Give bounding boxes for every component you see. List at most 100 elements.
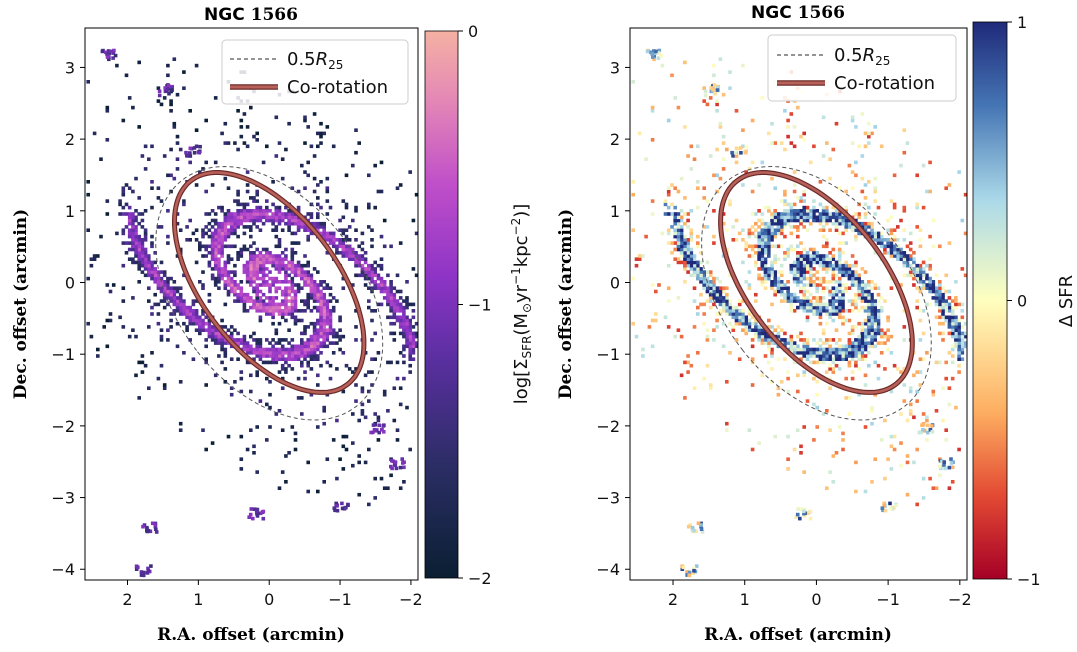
sfr-pixel [867,305,871,310]
sfr-pixel [857,280,861,284]
sfr-pixel [666,228,671,232]
sfr-pixel [767,267,771,271]
sfr-pixel [886,338,890,342]
sfr-pixel [744,280,748,284]
sfr-pixel [137,254,141,258]
sfr-pixel [261,215,266,220]
sfr-pixel [277,321,282,326]
sfr-pixel [239,338,244,342]
sfr-pixel [287,341,291,345]
sfr-pixel [175,302,180,307]
sfr-pixel [821,305,826,310]
sfr-pixel [306,460,310,465]
sfr-pixel [844,351,848,355]
sfr-pixel [386,292,390,297]
sfr-pixel [153,260,157,265]
sfr-pixel [284,254,288,258]
sfr-pixel [293,267,298,271]
sfr-pixel [685,570,689,574]
sfr-pixel [786,251,790,255]
sfr-pixel [143,234,148,239]
sfr-pixel [194,312,199,316]
sfr-pixel [721,299,726,303]
sfr-pixel [408,325,412,329]
sfr-pixel [255,305,259,310]
sfr-pixel [277,260,282,265]
sfr-pixel [300,225,304,229]
sfr-pixel [651,55,655,59]
sfr-pixel [92,131,97,136]
sfr-pixel [808,305,813,310]
sfr-pixel [325,234,330,239]
sfr-pixel [316,305,320,310]
sfr-pixel [947,331,952,336]
sfr-pixel [402,376,406,381]
sfr-pixel [341,238,346,242]
sfr-pixel [792,202,797,207]
sfr-pixel [137,125,141,129]
sfr-pixel [834,221,839,226]
sfr-pixel [863,228,868,232]
sfr-pixel [233,270,237,274]
sfr-pixel [696,234,700,239]
sfr-pixel [367,273,371,278]
sfr-pixel [325,338,330,342]
sfr-pixel [271,347,275,352]
sfr-pixel [863,357,868,361]
sfr-pixel [825,270,829,274]
sfr-pixel [763,231,768,236]
sfr-pixel [398,402,403,407]
sfr-pixel [277,267,282,271]
sfr-pixel [837,338,842,342]
sfr-pixel [127,212,132,216]
sfr-pixel [261,354,266,358]
sfr-pixel [705,338,710,342]
sfr-pixel [150,263,154,268]
sfr-pixel [99,234,103,239]
sfr-pixel [293,431,298,436]
sfr-pixel [322,296,326,300]
sfr-pixel [876,376,881,381]
sfr-pixel [316,328,320,332]
sfr-pixel [249,283,253,287]
sfr-pixel [373,476,377,481]
sfr-pixel [763,228,768,232]
sfr-pixel [963,321,967,326]
sfr-pixel [902,128,907,132]
sfr-pixel [312,289,317,294]
sfr-pixel [363,260,368,265]
sfr-pixel [734,312,739,316]
sfr-pixel [290,296,295,300]
sfr-pixel [808,280,813,284]
sfr-pixel [277,205,282,210]
sfr-pixel [210,183,215,187]
sfr-pixel [915,263,919,268]
sfr-pixel [770,238,774,242]
sfr-pixel [175,141,180,145]
sfr-pixel [892,251,897,255]
sfr-pixel [747,254,752,258]
sfr-pixel [141,573,146,578]
sfr-pixel [147,386,151,390]
sfr-pixel [265,312,269,316]
sfr-pixel [938,292,942,297]
sfr-pixel [957,363,961,368]
sfr-pixel [252,331,256,336]
sfr-pixel [950,318,955,323]
sfr-pixel [902,260,907,265]
sfr-pixel [873,176,877,181]
sfr-pixel [398,241,403,245]
sfr-pixel [860,341,865,345]
sfr-pixel [920,423,924,427]
sfr-pixel [860,286,865,290]
sfr-pixel [159,289,164,294]
sfr-pixel [873,251,877,255]
sfr-pixel [169,292,173,297]
sfr-pixel [786,296,790,300]
sfr-pixel [398,331,403,336]
sfr-pixel [831,221,836,226]
sfr-pixel [150,144,154,149]
sfr-pixel [249,276,253,281]
sfr-pixel [731,225,736,229]
sfr-pixel [757,238,761,242]
